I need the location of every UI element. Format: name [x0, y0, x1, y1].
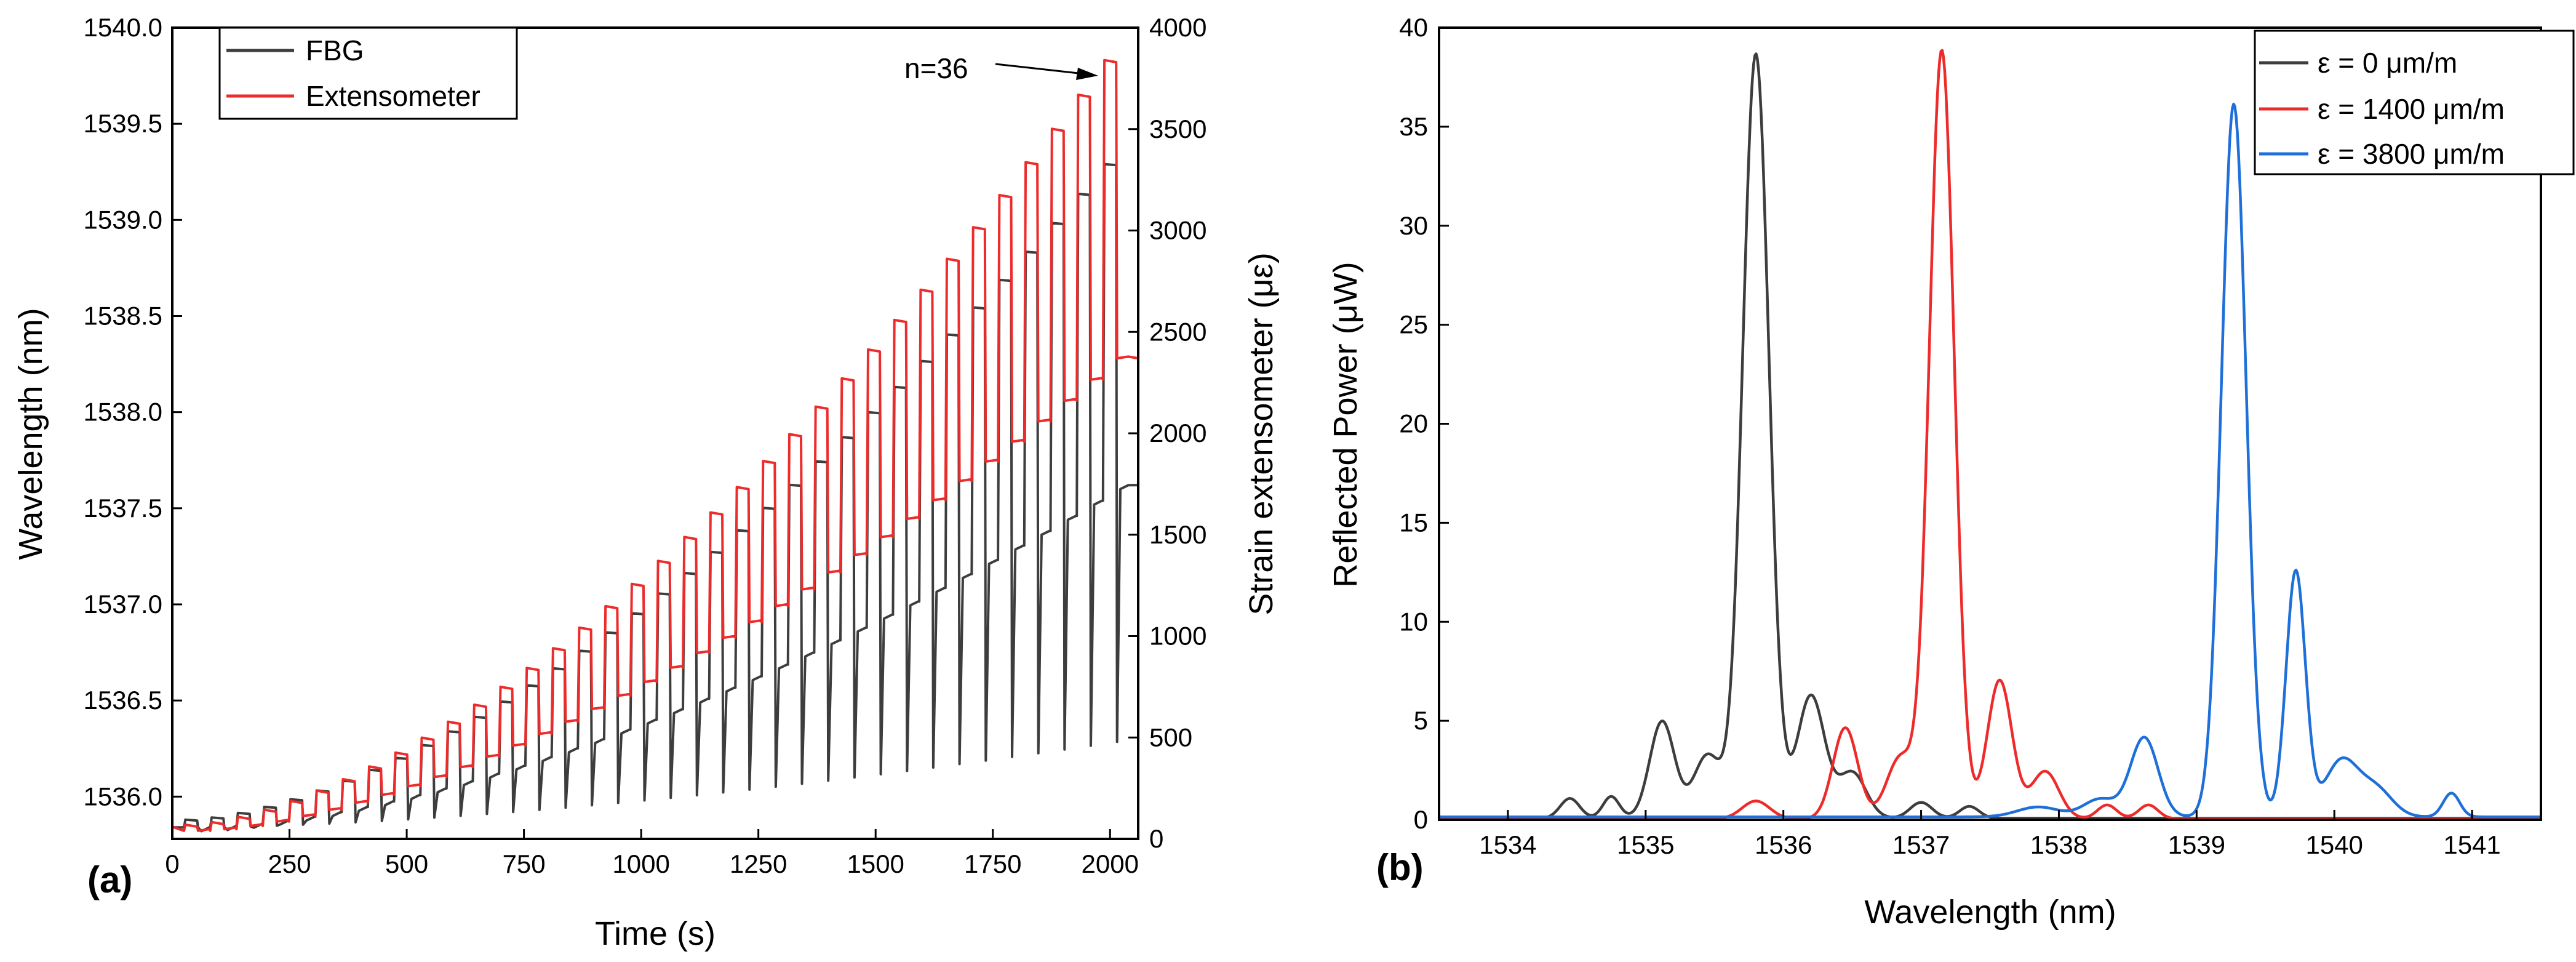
panel-a-y-tick-label: 1537.0: [84, 590, 162, 619]
panel-b-x-tick-label: 1537: [1892, 830, 1950, 859]
panel-a-y2-tick-label: 1500: [1149, 520, 1206, 549]
panel-b-y-tick-label: 10: [1399, 607, 1428, 636]
panel-b-x-tick-label: 1536: [1755, 830, 1812, 859]
panel-a-y-tick-label: 1539.5: [84, 109, 162, 138]
panel-a-y-tick-label: 1540.0: [84, 13, 162, 42]
panel-a-x-tick-label: 1000: [612, 849, 669, 878]
panel-a-x-tick-label: 500: [385, 849, 428, 878]
panel-b-y-tick-label: 40: [1399, 13, 1428, 42]
panel-b-legend-label-0: ε = 0 μm/m: [2318, 47, 2457, 79]
panel-b-x-tick-label: 1539: [2168, 830, 2225, 859]
panel-b-x-tick-label: 1540: [2305, 830, 2363, 859]
panel-a-y2-tick-label: 2500: [1149, 317, 1206, 346]
panel-b-y-axis-title: Reflected Power (μW): [1327, 262, 1364, 587]
panel-a-y2-axis-title: Strain extensometer (με): [1243, 252, 1280, 615]
panel-a-y-axis-title: Wavelength (nm): [12, 308, 49, 559]
panel-a-y2-tick-label: 500: [1149, 723, 1192, 752]
panel-a-y2-tick-label: 3000: [1149, 216, 1206, 245]
panel-a-y2-tick-label: 3500: [1149, 114, 1206, 143]
panel-a-y2-ticks: 0 500 1000 1500 2000 2500 3000 3500 4000: [1128, 13, 1206, 853]
panel-b-y-tick-label: 0: [1414, 805, 1428, 834]
panel-b-label: (b): [1376, 847, 1424, 888]
panel-a-x-tick-label: 1750: [964, 849, 1021, 878]
panel-a-y-ticks: 1536.0 1536.5 1537.0 1537.5 1538.0 1538.5 1539…: [84, 13, 182, 811]
panel-a-y-tick-label: 1536.0: [84, 782, 162, 811]
panel-b: 1534 1535 1536 1537 1538 1539 1540 1541 0 5 10 15 2…: [1327, 13, 2575, 931]
panel-b-y-tick-label: 35: [1399, 112, 1428, 141]
panel-a-x-tick-label: 750: [503, 849, 546, 878]
panel-a-annotation-arrow-head: [1076, 68, 1098, 80]
panel-b-legend-box: [2254, 30, 2575, 175]
panel-b-y-ticks: 0 5 10 15 20 25 30 35 40: [1399, 13, 1449, 834]
panel-a-legend: FBG Extensometer: [218, 26, 518, 120]
panel-a-legend-box: [218, 26, 518, 120]
panel-a-y-tick-label: 1539.0: [84, 205, 162, 234]
panel-a-annotation-arrow-line: [995, 63, 1085, 75]
panel-b-legend: ε = 0 μm/m ε = 1400 μm/m ε = 3800 μm/m: [2254, 30, 2575, 175]
panel-b-legend-label-1: ε = 1400 μm/m: [2318, 93, 2505, 125]
panel-a-legend-fbg-label: FBG: [306, 34, 364, 66]
panel-a-y-tick-label: 1538.0: [84, 398, 162, 427]
panel-a-x-tick-label: 250: [268, 849, 311, 878]
panel-b-x-tick-label: 1541: [2443, 830, 2500, 859]
panel-b-y-tick-label: 25: [1399, 310, 1428, 339]
panel-a-y-tick-label: 1536.5: [84, 686, 162, 715]
panel-a-x-ticks: 0 250 500 750 1000 1250 1500 1750 2000: [165, 829, 1139, 878]
panel-b-x-tick-label: 1538: [2030, 830, 2088, 859]
panel-a-x-tick-label: 0: [165, 849, 179, 878]
panel-a: 0 250 500 750 1000 1250 1500 1750 2000 1536.0153…: [12, 13, 1280, 952]
panel-a-y2-tick-label: 2000: [1149, 419, 1206, 447]
panel-a-y2-tick-label: 1000: [1149, 622, 1206, 651]
panel-a-annotation: n=36: [904, 52, 968, 84]
panel-b-y-tick-label: 15: [1399, 508, 1428, 537]
panel-b-y-tick-label: 30: [1399, 211, 1428, 240]
panel-a-plot-frame: [171, 26, 1139, 840]
panel-b-y-tick-label: 20: [1399, 409, 1428, 438]
panel-a-x-tick-label: 1500: [847, 849, 904, 878]
panel-b-x-axis-title: Wavelength (nm): [1864, 894, 2116, 931]
panel-b-x-tick-label: 1535: [1617, 830, 1674, 859]
panel-a-y2-tick-label: 0: [1149, 824, 1163, 853]
panel-a-series-group: [172, 58, 1139, 833]
panel-a-fbg-line: [172, 162, 1138, 833]
panel-a-label: (a): [87, 859, 132, 900]
panel-b-series-line-2: [1438, 102, 2542, 819]
panel-a-x-tick-label: 2000: [1082, 849, 1139, 878]
panel-b-legend-label-2: ε = 3800 μm/m: [2318, 138, 2505, 170]
panel-a-x-tick-label: 1250: [730, 849, 787, 878]
panel-a-y2-tick-label: 4000: [1149, 13, 1206, 42]
panel-a-legend-extensometer-label: Extensometer: [306, 80, 481, 112]
panel-a-y-tick-label: 1538.5: [84, 301, 162, 330]
panel-a-x-axis-title: Time (s): [595, 915, 716, 952]
panel-b-y-tick-label: 5: [1414, 706, 1428, 735]
panel-a-extensometer-line: [172, 58, 1139, 832]
panel-b-x-ticks: 1534 1535 1536 1537 1538 1539 1540 1541: [1479, 810, 2501, 859]
panel-b-x-tick-label: 1534: [1479, 830, 1536, 859]
panel-a-y-tick-label: 1537.5: [84, 494, 162, 523]
